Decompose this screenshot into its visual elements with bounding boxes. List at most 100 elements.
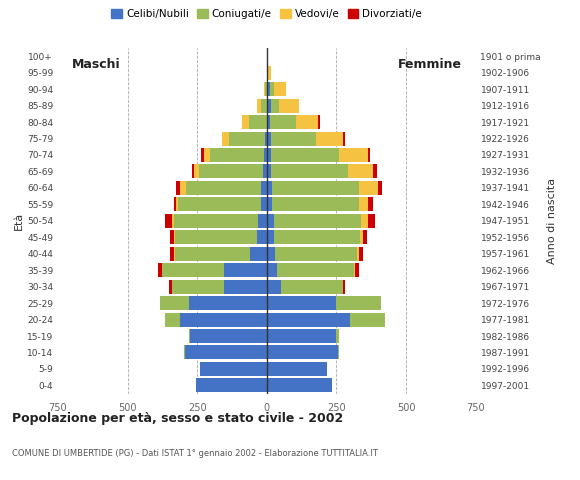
- Bar: [201, 148, 204, 162]
- Bar: [190, 329, 267, 343]
- Bar: [271, 98, 280, 113]
- Bar: [224, 280, 267, 294]
- Bar: [224, 263, 267, 277]
- Y-axis label: Anno di nascita: Anno di nascita: [546, 178, 557, 264]
- Bar: [189, 329, 190, 343]
- Bar: [268, 66, 271, 80]
- Text: Femmine: Femmine: [398, 58, 462, 71]
- Bar: [270, 82, 274, 96]
- Bar: [358, 181, 378, 195]
- Bar: [196, 378, 267, 392]
- Bar: [170, 247, 175, 261]
- Bar: [160, 296, 189, 310]
- Bar: [267, 346, 338, 360]
- Bar: [229, 132, 266, 145]
- Bar: [355, 263, 359, 277]
- Bar: [347, 165, 372, 179]
- Bar: [281, 280, 343, 294]
- Bar: [267, 280, 281, 294]
- Bar: [198, 165, 263, 179]
- Bar: [267, 230, 274, 244]
- Bar: [336, 296, 381, 310]
- Bar: [338, 346, 339, 360]
- Text: Maschi: Maschi: [72, 58, 121, 71]
- Bar: [280, 98, 299, 113]
- Bar: [336, 329, 339, 343]
- Bar: [271, 132, 316, 145]
- Bar: [266, 82, 267, 96]
- Bar: [274, 230, 360, 244]
- Bar: [343, 280, 345, 294]
- Bar: [368, 197, 372, 211]
- Bar: [267, 214, 274, 228]
- Bar: [250, 247, 267, 261]
- Bar: [191, 165, 194, 179]
- Bar: [273, 181, 358, 195]
- Bar: [360, 230, 363, 244]
- Bar: [372, 165, 377, 179]
- Bar: [358, 247, 363, 261]
- Bar: [357, 247, 358, 261]
- Bar: [259, 214, 267, 228]
- Bar: [169, 280, 172, 294]
- Bar: [296, 115, 318, 129]
- Bar: [242, 115, 249, 129]
- Bar: [186, 181, 261, 195]
- Bar: [273, 197, 358, 211]
- Bar: [261, 197, 267, 211]
- Bar: [165, 312, 180, 326]
- Bar: [173, 214, 259, 228]
- Bar: [378, 181, 382, 195]
- Bar: [184, 346, 267, 360]
- Bar: [257, 98, 261, 113]
- Bar: [189, 296, 267, 310]
- Bar: [267, 115, 270, 129]
- Bar: [350, 312, 385, 326]
- Bar: [200, 362, 267, 376]
- Bar: [261, 181, 267, 195]
- Bar: [162, 263, 224, 277]
- Bar: [266, 132, 267, 145]
- Bar: [267, 197, 273, 211]
- Bar: [267, 378, 332, 392]
- Bar: [277, 263, 354, 277]
- Bar: [180, 181, 186, 195]
- Text: COMUNE DI UMBERTIDE (PG) - Dati ISTAT 1° gennaio 2002 - Elaborazione TUTTITALIA.: COMUNE DI UMBERTIDE (PG) - Dati ISTAT 1°…: [12, 449, 378, 458]
- Bar: [267, 296, 336, 310]
- Bar: [172, 280, 224, 294]
- Bar: [267, 98, 271, 113]
- Bar: [271, 165, 347, 179]
- Bar: [267, 312, 350, 326]
- Bar: [261, 98, 267, 113]
- Bar: [267, 148, 271, 162]
- Bar: [249, 115, 267, 129]
- Bar: [368, 214, 375, 228]
- Bar: [264, 82, 266, 96]
- Bar: [267, 329, 336, 343]
- Bar: [270, 115, 296, 129]
- Bar: [271, 148, 339, 162]
- Bar: [358, 197, 368, 211]
- Bar: [275, 247, 357, 261]
- Bar: [175, 247, 250, 261]
- Bar: [257, 230, 267, 244]
- Legend: Celibi/Nubili, Coniugati/e, Vedovi/e, Divorziati/e: Celibi/Nubili, Coniugati/e, Vedovi/e, Di…: [107, 5, 426, 23]
- Bar: [267, 362, 327, 376]
- Bar: [175, 230, 257, 244]
- Bar: [165, 214, 172, 228]
- Bar: [361, 214, 368, 228]
- Bar: [267, 247, 275, 261]
- Bar: [267, 132, 271, 145]
- Bar: [222, 132, 229, 145]
- Bar: [339, 148, 368, 162]
- Y-axis label: Età: Età: [14, 212, 24, 230]
- Bar: [176, 197, 177, 211]
- Bar: [274, 214, 361, 228]
- Bar: [343, 132, 345, 145]
- Bar: [158, 263, 162, 277]
- Bar: [180, 312, 267, 326]
- Bar: [267, 181, 273, 195]
- Bar: [274, 82, 287, 96]
- Bar: [176, 181, 180, 195]
- Bar: [173, 197, 176, 211]
